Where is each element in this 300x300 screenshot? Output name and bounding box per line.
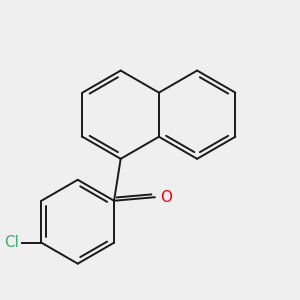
Text: O: O (160, 190, 172, 205)
Text: Cl: Cl (4, 235, 20, 250)
